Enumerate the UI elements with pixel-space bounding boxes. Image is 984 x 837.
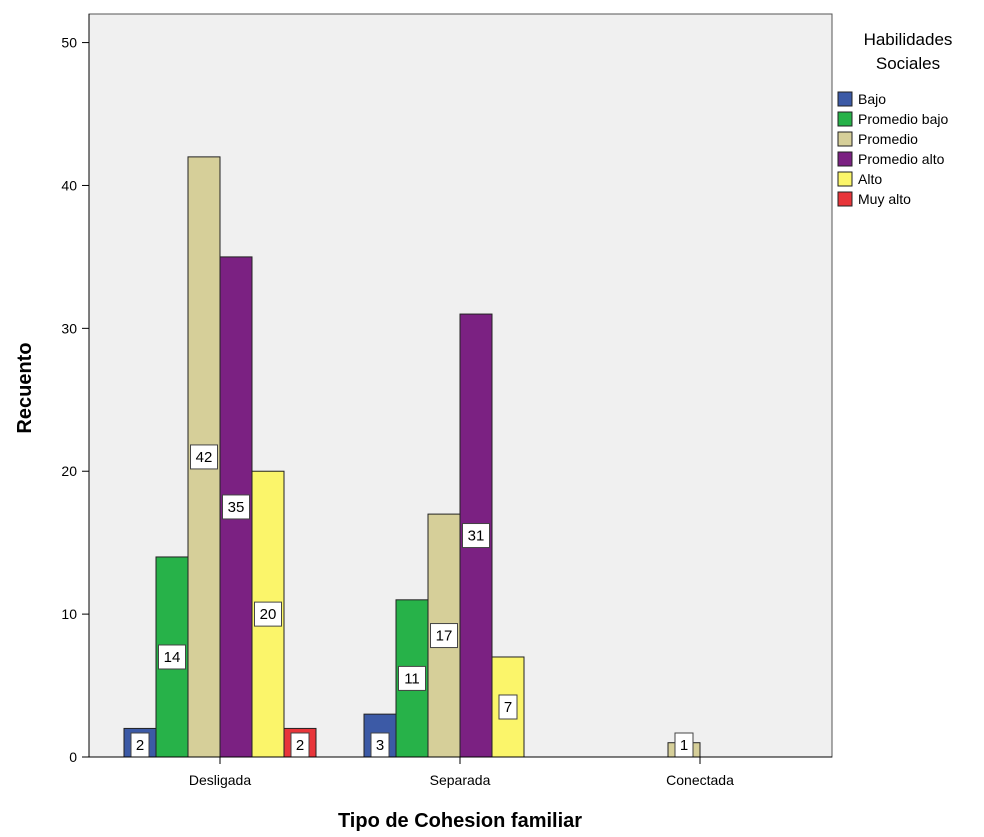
data-label-box bbox=[190, 444, 218, 470]
data-label-box bbox=[430, 623, 458, 649]
data-label: 14 bbox=[164, 649, 181, 666]
legend-swatch bbox=[837, 191, 853, 207]
data-label: 3 bbox=[376, 737, 384, 754]
data-label: 2 bbox=[136, 737, 144, 754]
data-label: 20 bbox=[260, 606, 277, 623]
data-label: 42 bbox=[196, 449, 213, 466]
legend: Habilidades Sociales Bajo Promedio bajo Pr… bbox=[837, 30, 953, 207]
legend-title-line1: Habilidades bbox=[864, 30, 953, 49]
y-tick-label: 50 bbox=[61, 35, 77, 51]
legend-label: Muy alto bbox=[858, 191, 911, 207]
legend-swatch bbox=[837, 131, 853, 147]
y-tick-label: 40 bbox=[61, 177, 77, 193]
legend-label: Promedio bbox=[858, 131, 918, 147]
y-tick-label: 30 bbox=[61, 320, 77, 336]
data-label: 31 bbox=[468, 528, 485, 545]
axes-layer: 0 10 20 30 40 50 Desligada Separada Conectada bbox=[61, 14, 832, 788]
legend-title-line2: Sociales bbox=[876, 54, 940, 73]
y-axis-title: Recuento bbox=[14, 342, 36, 433]
legend-label: Promedio alto bbox=[858, 151, 945, 167]
legend-label: Promedio bajo bbox=[858, 111, 948, 127]
data-label-box bbox=[398, 665, 426, 691]
x-tick-label: Desligada bbox=[189, 772, 251, 788]
legend-label: Bajo bbox=[858, 91, 886, 107]
legend-label: Alto bbox=[858, 171, 882, 187]
y-tick-label: 0 bbox=[69, 749, 77, 765]
data-label-box bbox=[222, 494, 250, 520]
data-label-box bbox=[158, 644, 186, 670]
legend-swatch bbox=[837, 151, 853, 167]
data-label: 2 bbox=[296, 737, 304, 754]
y-tick-label: 10 bbox=[61, 606, 77, 622]
y-tick-label: 20 bbox=[61, 463, 77, 479]
data-label-box bbox=[462, 523, 490, 549]
x-axis-title: Tipo de Cohesion familiar bbox=[338, 810, 582, 832]
x-tick-label: Separada bbox=[430, 772, 491, 788]
legend-swatch bbox=[837, 91, 853, 107]
data-label-box bbox=[254, 601, 282, 627]
data-label: 17 bbox=[436, 628, 453, 645]
legend-swatch bbox=[837, 171, 853, 187]
legend-swatch bbox=[837, 111, 853, 127]
data-label: 35 bbox=[228, 499, 245, 516]
data-label-box bbox=[498, 694, 518, 720]
x-tick-label: Conectada bbox=[666, 772, 734, 788]
data-label: 11 bbox=[404, 670, 420, 687]
data-label: 1 bbox=[680, 737, 688, 754]
data-label: 7 bbox=[504, 699, 512, 716]
